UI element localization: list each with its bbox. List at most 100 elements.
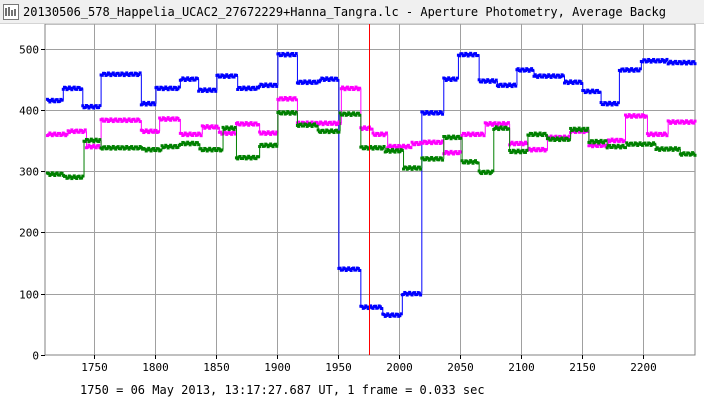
blue-point bbox=[360, 304, 364, 308]
magenta-point bbox=[284, 96, 288, 100]
blue-point bbox=[480, 80, 484, 84]
green-point bbox=[456, 134, 460, 138]
green-point bbox=[643, 141, 647, 145]
green-point bbox=[621, 143, 625, 147]
green-point bbox=[204, 147, 208, 151]
green-point bbox=[223, 127, 227, 131]
blue-point bbox=[177, 85, 181, 89]
magenta-point bbox=[294, 98, 298, 102]
magenta-point bbox=[465, 133, 469, 137]
green-point bbox=[421, 156, 425, 160]
green-point bbox=[86, 138, 90, 142]
blue-point bbox=[70, 88, 74, 92]
magenta-point bbox=[454, 150, 458, 154]
magenta-point bbox=[371, 131, 375, 135]
blue-point bbox=[163, 87, 167, 91]
green-point bbox=[554, 138, 558, 142]
magenta-point bbox=[656, 133, 660, 137]
blue-point bbox=[508, 82, 512, 86]
green-point bbox=[127, 147, 131, 151]
green-point bbox=[105, 147, 109, 151]
green-point bbox=[245, 156, 249, 160]
blue-point bbox=[313, 79, 317, 83]
green-point bbox=[573, 127, 577, 131]
blue-point bbox=[358, 268, 362, 272]
green-point bbox=[549, 138, 553, 142]
blue-point bbox=[641, 60, 645, 64]
blue-point bbox=[415, 293, 419, 297]
magenta-point bbox=[169, 118, 173, 122]
green-point bbox=[58, 173, 62, 177]
magenta-point bbox=[449, 149, 453, 153]
magenta-point bbox=[525, 142, 529, 146]
blue-point bbox=[137, 72, 141, 76]
blue-point bbox=[484, 79, 488, 83]
blue-point bbox=[378, 305, 382, 309]
magenta-point bbox=[626, 115, 630, 119]
magenta-point bbox=[149, 128, 153, 132]
blue-point bbox=[125, 71, 129, 75]
title-bar[interactable]: 20130506_578_Happelia_UCAC2_27672229+Han… bbox=[0, 0, 704, 24]
blue-point bbox=[352, 266, 356, 270]
green-point bbox=[682, 151, 686, 155]
magenta-point bbox=[534, 149, 538, 153]
blue-point bbox=[419, 293, 423, 297]
blue-point bbox=[214, 89, 218, 93]
green-point bbox=[577, 126, 581, 130]
green-point bbox=[199, 147, 203, 151]
magenta-point bbox=[634, 115, 638, 119]
green-point bbox=[123, 146, 127, 150]
blue-point bbox=[216, 73, 220, 77]
magenta-point bbox=[358, 86, 362, 90]
magenta-point bbox=[47, 133, 51, 137]
green-point bbox=[604, 139, 608, 143]
magenta-point bbox=[186, 134, 190, 138]
y-tick-label: 100 bbox=[19, 289, 39, 302]
green-point bbox=[173, 144, 177, 148]
blue-point bbox=[86, 104, 90, 108]
magenta-point bbox=[617, 139, 621, 143]
green-point bbox=[406, 166, 410, 170]
light-curve-chart[interactable]: 0 100 200 300 400 500 1750 1800 1850 1900 1950 200… bbox=[0, 24, 704, 409]
green-point bbox=[660, 146, 664, 150]
green-point bbox=[152, 146, 156, 150]
blue-point bbox=[514, 84, 518, 88]
blue-point bbox=[273, 82, 277, 86]
green-point bbox=[338, 111, 342, 115]
blue-point bbox=[288, 54, 292, 58]
magenta-point bbox=[232, 130, 236, 134]
green-point bbox=[560, 136, 564, 140]
magenta-point bbox=[693, 119, 697, 123]
magenta-point bbox=[171, 116, 175, 120]
y-tick-label: 400 bbox=[19, 105, 39, 118]
green-point bbox=[415, 167, 419, 171]
blue-point bbox=[533, 73, 537, 77]
blue-point bbox=[561, 74, 565, 78]
green-point bbox=[236, 157, 240, 161]
green-point bbox=[527, 133, 531, 137]
blue-point bbox=[565, 80, 569, 84]
blue-point bbox=[536, 75, 540, 79]
green-point bbox=[64, 174, 68, 178]
blue-point bbox=[499, 82, 503, 86]
blue-point bbox=[434, 110, 438, 114]
magenta-point bbox=[482, 134, 486, 138]
blue-point bbox=[417, 291, 421, 295]
blue-point bbox=[382, 313, 386, 317]
magenta-point bbox=[249, 121, 253, 125]
green-point bbox=[226, 126, 230, 130]
green-point bbox=[282, 110, 286, 114]
magenta-point bbox=[260, 132, 264, 136]
green-point bbox=[108, 145, 112, 149]
green-point bbox=[356, 111, 360, 115]
magenta-point bbox=[254, 121, 258, 125]
magenta-point bbox=[252, 123, 256, 127]
y-tick-label: 0 bbox=[32, 350, 39, 363]
magenta-point bbox=[410, 140, 414, 144]
magenta-point bbox=[315, 120, 319, 124]
magenta-point bbox=[415, 141, 419, 145]
blue-point bbox=[275, 84, 279, 88]
green-point bbox=[334, 128, 338, 132]
green-point bbox=[313, 122, 317, 126]
green-point bbox=[504, 125, 508, 129]
